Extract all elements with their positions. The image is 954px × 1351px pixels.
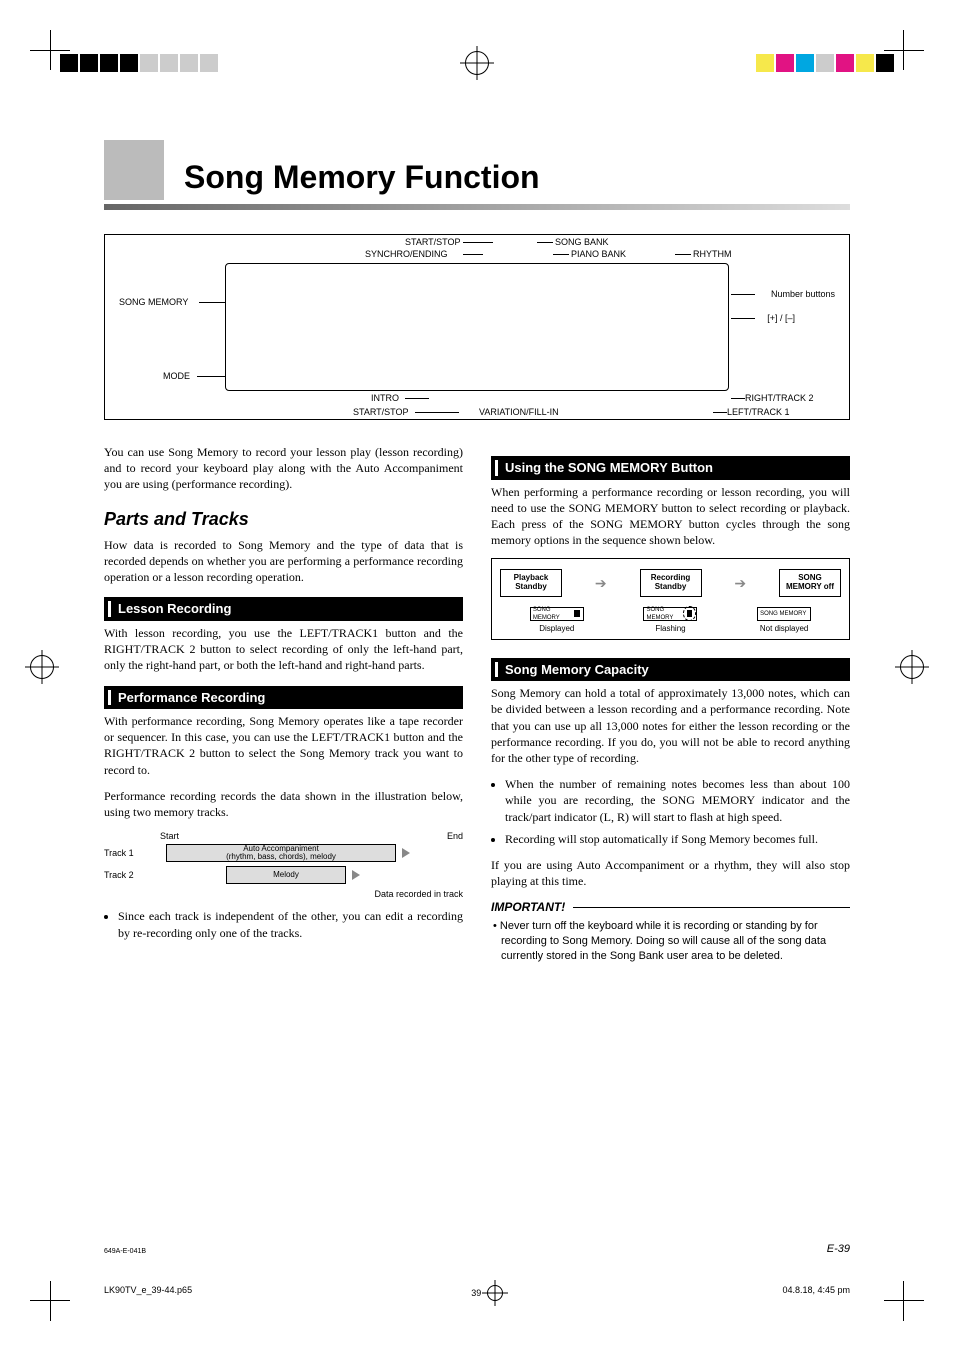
diagram-label: VARIATION/FILL-IN [479,407,559,417]
subsection-heading: Performance Recording [104,686,463,710]
registration-swatch [776,54,794,72]
registration-swatch [120,54,138,72]
registration-swatch [816,54,834,72]
body-paragraph: How data is recorded to Song Memory and … [104,537,463,586]
bullet-item: Since each track is independent of the o… [118,908,463,940]
diagram-label: [+] / [–] [767,313,795,323]
doc-code: 649A-E-041B [104,1248,146,1255]
crop-mark [30,1281,70,1321]
print-footer: LK90TV_e_39-44.p65 39 04.8.18, 4:45 pm [104,1285,850,1301]
registration-mark-icon [487,1285,503,1301]
registration-swatch [100,54,118,72]
page-sheet: Song Memory Function START/STOP SYNCHRO/… [0,0,954,1351]
body-paragraph: With performance recording, Song Memory … [104,713,463,778]
cycle-box: PlaybackStandby [500,569,562,597]
diagram-label: Start [160,830,179,842]
print-file: LK90TV_e_39-44.p65 [104,1285,192,1301]
registration-mark-icon [30,655,54,679]
registration-swatch [200,54,218,72]
indicator-state-label: Displayed [539,624,574,635]
body-paragraph: Performance recording records the data s… [104,788,463,820]
diagram-note: Data recorded in track [104,888,463,900]
registration-strip [0,54,954,72]
page-title: Song Memory Function [184,159,540,196]
print-sheet: 39 [471,1288,481,1298]
diagram-label: PIANO BANK [571,249,626,259]
page-footer: 649A-E-041B E-39 [104,1243,850,1255]
cycle-indicator: SONG MEMORY Not displayed [757,607,811,635]
registration-swatch [180,54,198,72]
diagram-label: MODE [163,371,190,381]
important-body: • Never turn off the keyboard while it i… [491,919,850,964]
important-heading: IMPORTANT! [491,899,850,915]
registration-swatch [140,54,158,72]
cycle-box: RecordingStandby [640,569,702,597]
bullet-item: Recording will stop automatically if Son… [505,831,850,847]
cycle-diagram: PlaybackStandby ➔ RecordingStandby ➔ SONGMEM… [491,558,850,639]
body-paragraph: Song Memory can hold a total of approxim… [491,685,850,766]
page-number: E-39 [827,1243,850,1255]
diagram-label: Number buttons [771,289,835,299]
diagram-label: START/STOP [353,407,409,417]
registration-mark-icon [465,51,489,75]
page-title-block: Song Memory Function [104,140,850,200]
cycle-box: SONGMEMORY off [779,569,841,597]
body-paragraph: When performing a performance recording … [491,484,850,549]
registration-swatch [876,54,894,72]
registration-swatch [836,54,854,72]
body-paragraph: With lesson recording, you use the LEFT/… [104,625,463,674]
cycle-indicator: SONG MEMORY Flashing [643,607,697,635]
diagram-label: RHYTHM [693,249,732,259]
track-label: Track 2 [104,869,154,881]
arrow-icon: ➔ [728,574,752,593]
diagram-label: SONG BANK [555,237,609,247]
subsection-heading: Song Memory Capacity [491,658,850,682]
diagram-label: INTRO [371,393,399,403]
section-heading: Parts and Tracks [104,507,463,531]
subsection-heading: Lesson Recording [104,597,463,621]
track-bar: Auto Accompaniment(rhythm, bass, chords)… [166,844,396,862]
diagram-label: SYNCHRO/ENDING [365,249,448,259]
arrow-icon [402,848,410,858]
registration-swatch [60,54,78,72]
arrow-icon: ➔ [589,574,613,593]
diagram-label: LEFT/TRACK 1 [727,407,790,417]
registration-mark-icon [900,655,924,679]
indicator-box: SONG MEMORY [643,607,697,621]
track-row: Track 2 Melody [104,866,463,884]
track-row: Track 1 Auto Accompaniment(rhythm, bass, … [104,844,463,862]
bullet-item: When the number of remaining notes becom… [505,776,850,825]
indicator-box: SONG MEMORY [757,607,811,621]
arrow-icon [352,870,360,880]
registration-swatch [856,54,874,72]
body-paragraph: If you are using Auto Accompaniment or a… [491,857,850,889]
diagram-label: SONG MEMORY [119,297,188,307]
print-timestamp: 04.8.18, 4:45 pm [782,1285,850,1301]
keyboard-panel-diagram: START/STOP SYNCHRO/ENDING SONG BANK PIAN… [104,234,850,420]
indicator-state-label: Flashing [655,624,685,635]
registration-swatch [160,54,178,72]
indicator-state-label: Not displayed [760,624,808,635]
track-diagram: Start End Track 1 Auto Accompaniment(rhyt… [104,830,463,900]
track-bar: Melody [226,866,346,884]
right-column: Using the SONG MEMORY Button When perfor… [491,444,850,964]
registration-swatch [756,54,774,72]
title-underline [104,204,850,210]
registration-swatch [736,54,754,72]
crop-mark [884,1281,924,1321]
registration-swatch [80,54,98,72]
diagram-label: START/STOP [405,237,461,247]
diagram-label: RIGHT/TRACK 2 [745,393,814,403]
diagram-label: End [447,830,463,842]
title-decor-box [104,140,164,200]
subsection-heading: Using the SONG MEMORY Button [491,456,850,480]
left-column: You can use Song Memory to record your l… [104,444,463,964]
indicator-box: SONG MEMORY [530,607,584,621]
registration-swatch [796,54,814,72]
intro-paragraph: You can use Song Memory to record your l… [104,444,463,493]
track-label: Track 1 [104,847,154,859]
cycle-indicator: SONG MEMORY Displayed [530,607,584,635]
